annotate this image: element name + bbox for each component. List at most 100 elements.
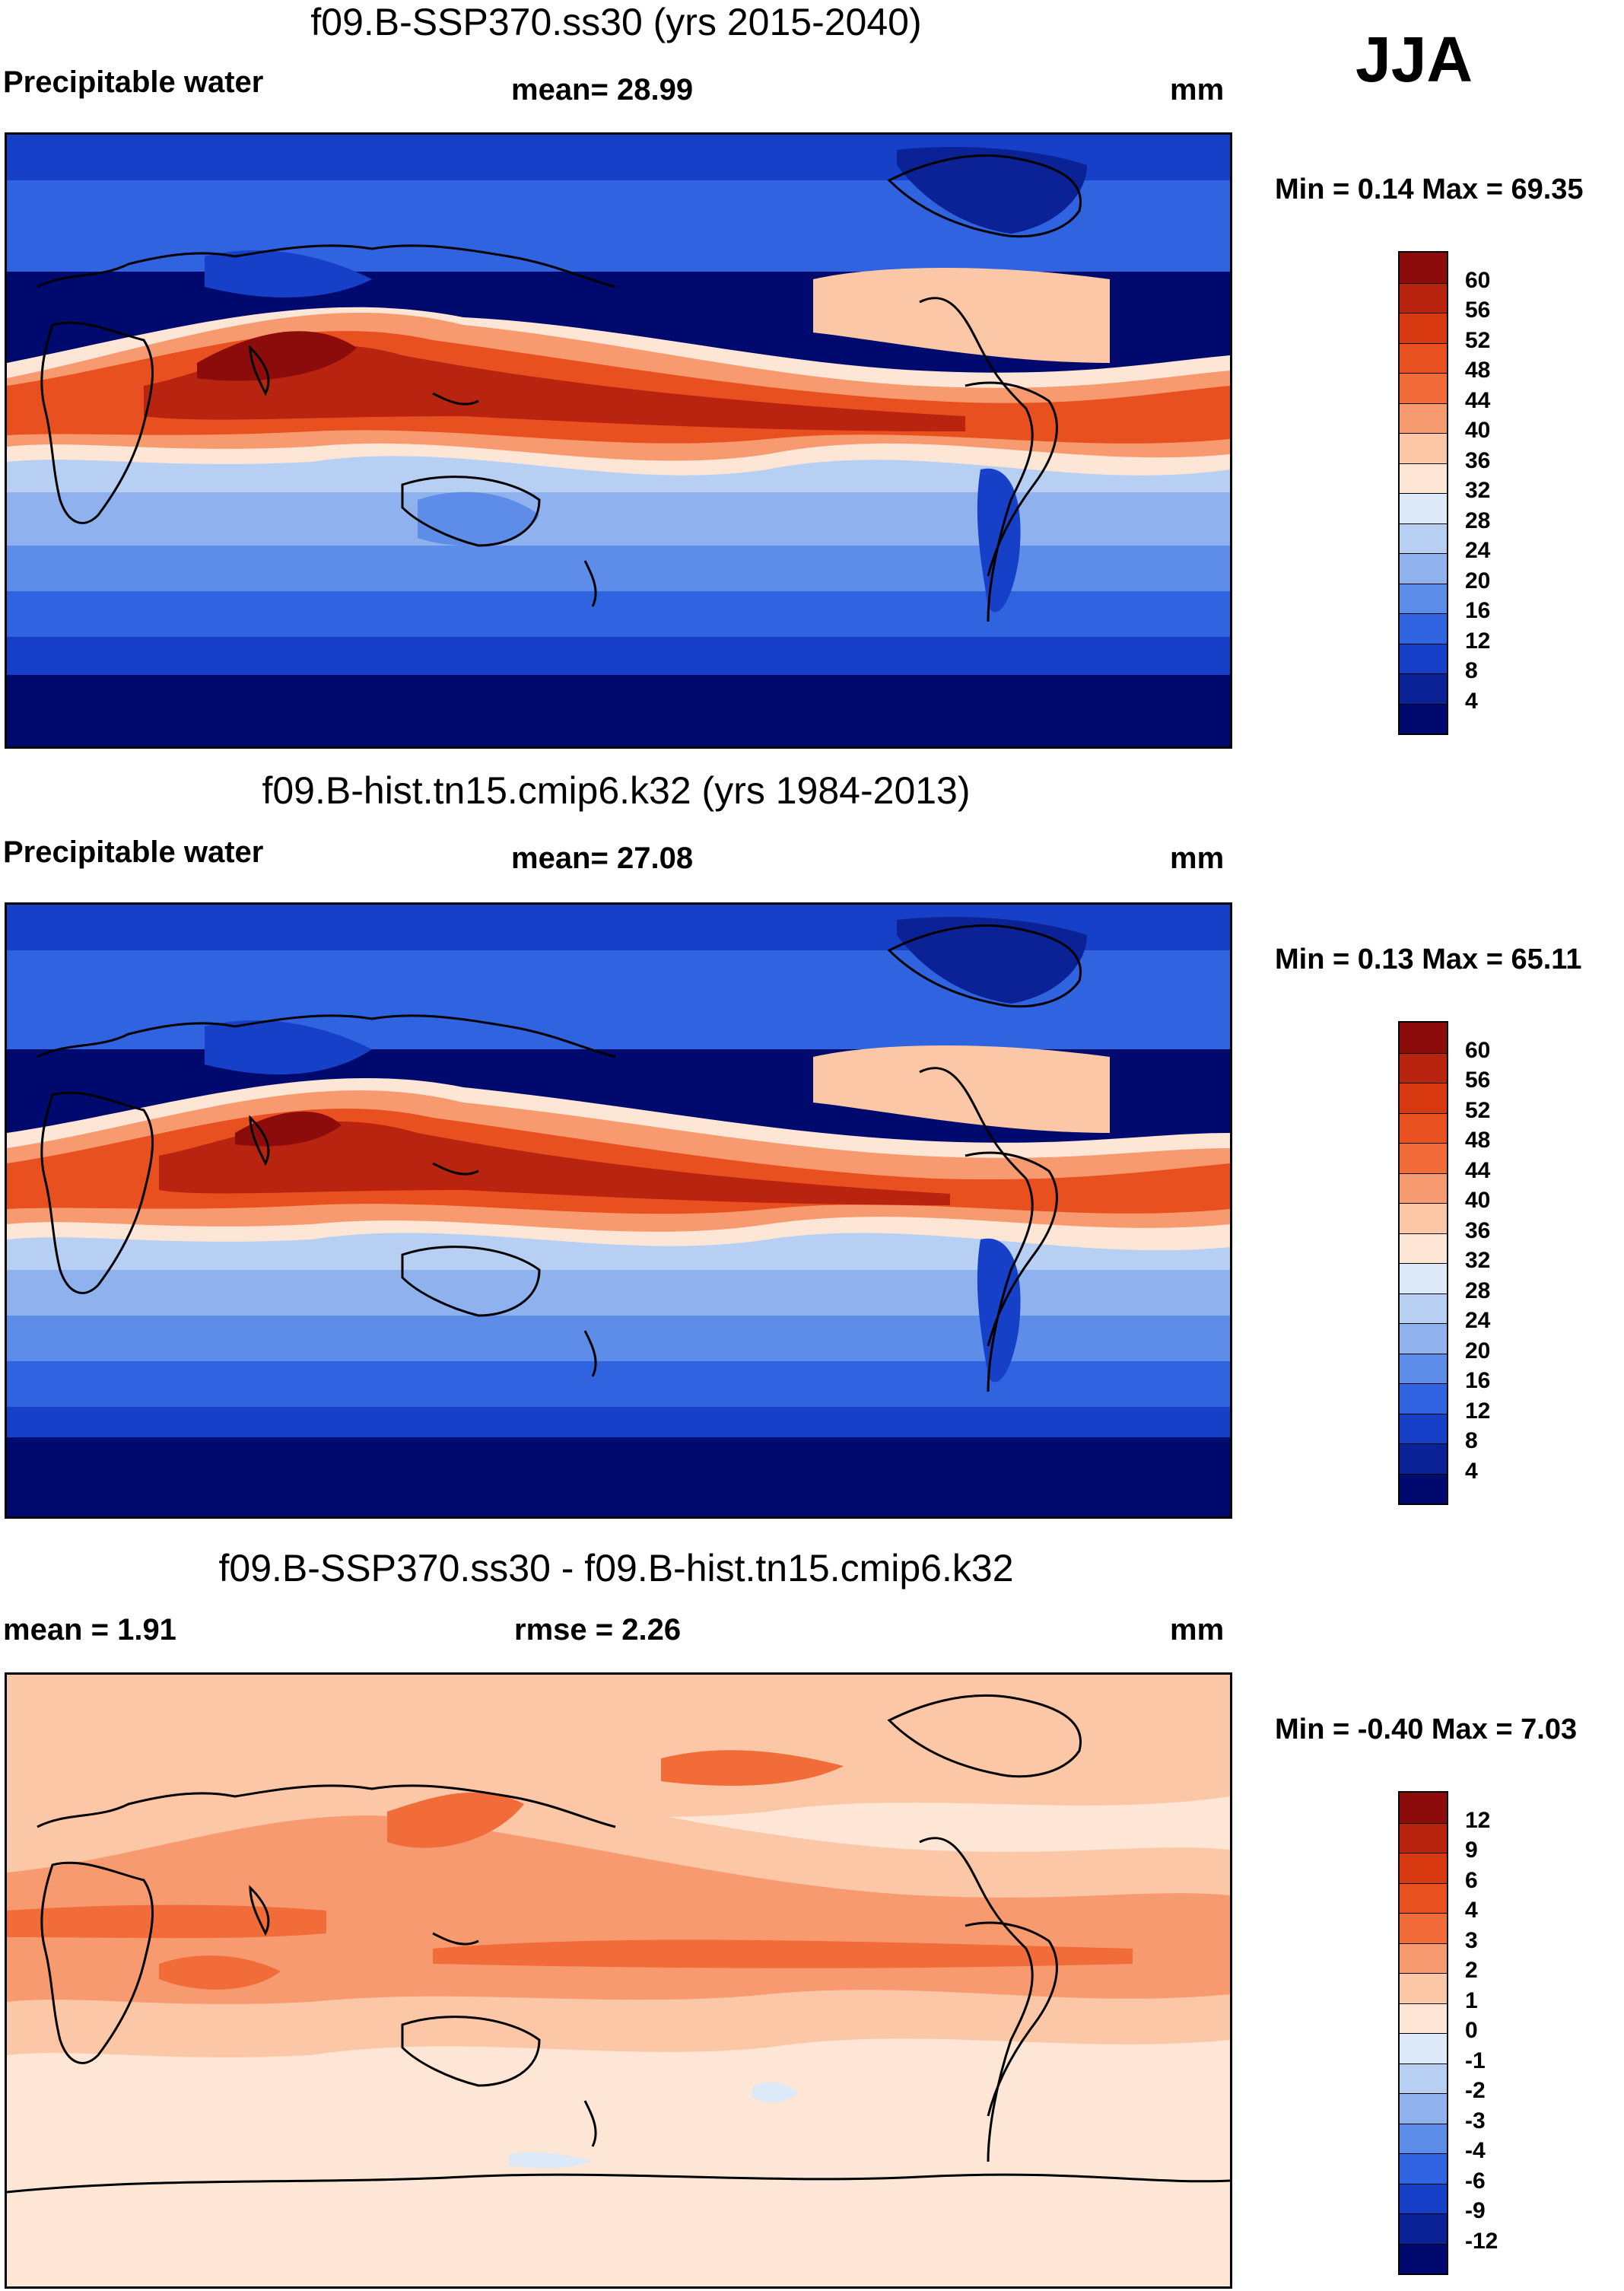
colorbar-tick-label: 32 [1465, 1248, 1491, 1273]
colorbar-tick-label: 44 [1465, 1157, 1491, 1183]
colorbar-segment [1400, 2183, 1447, 2213]
colorbar-segment [1400, 2213, 1447, 2244]
colorbar-tick-label: 1 [1465, 1987, 1478, 2013]
panel-3-mean-label: mean = 1.91 [3, 1613, 176, 1647]
panel-1-mean-label: mean= 28.99 [511, 73, 694, 107]
panel-1-variable-label: Precipitable water [3, 65, 264, 99]
colorbar-tick-label: 60 [1465, 267, 1491, 293]
colorbar-tick-label: 4 [1465, 1898, 1478, 1923]
colorbar-segment [1400, 1473, 1447, 1503]
panel-1-colorbar [1398, 251, 1448, 735]
colorbar-segment [1400, 1793, 1447, 1823]
colorbar-tick-label: 12 [1465, 1398, 1491, 1424]
panel-2-map-svg [7, 905, 1230, 1516]
colorbar-tick-label: 12 [1465, 1807, 1491, 1833]
panel-1-minmax: Min = 0.14 Max = 69.35 [1275, 173, 1584, 205]
colorbar-segment [1400, 253, 1447, 283]
colorbar-tick-label: -1 [1465, 2048, 1486, 2073]
panel-3-title: f09.B-SSP370.ss30 - f09.B-hist.tn15.cmip… [218, 1547, 1014, 1589]
colorbar-segment [1400, 1973, 1447, 2003]
colorbar-segment [1400, 433, 1447, 463]
colorbar-tick-label: 3 [1465, 1927, 1478, 1953]
colorbar-segment [1400, 703, 1447, 733]
panel-2-colorbar-box [1398, 1021, 1448, 1505]
colorbar-segment [1400, 1173, 1447, 1203]
colorbar-tick-label: 4 [1465, 688, 1478, 714]
colorbar-tick-label: 16 [1465, 598, 1491, 623]
colorbar-tick-label: 56 [1465, 298, 1491, 323]
colorbar-tick-label: 12 [1465, 628, 1491, 654]
colorbar-segment [1400, 1853, 1447, 1883]
panel-2-mean-label: mean= 27.08 [511, 842, 694, 875]
colorbar-tick-label: 32 [1465, 478, 1491, 503]
colorbar-tick-label: 4 [1465, 1458, 1478, 1484]
colorbar-segment [1400, 373, 1447, 403]
colorbar-tick-label: 36 [1465, 447, 1491, 473]
panel-3-rmse-label: rmse = 2.26 [514, 1613, 682, 1647]
colorbar-segment [1400, 1882, 1447, 1913]
colorbar-segment [1400, 282, 1447, 313]
panel-2-title: f09.B-hist.tn15.cmip6.k32 (yrs 1984-2013… [262, 769, 971, 812]
colorbar-segment [1400, 2093, 1447, 2124]
panel-1-title: f09.B-SSP370.ss30 (yrs 2015-2040) [310, 1, 922, 43]
panel-3-map-svg [7, 1675, 1230, 2286]
panel-2-units: mm [1170, 842, 1225, 875]
colorbar-tick-label: 6 [1465, 1867, 1478, 1893]
colorbar-segment [1400, 313, 1447, 343]
panel-1-colorbar-box [1398, 251, 1448, 735]
colorbar-segment [1400, 1943, 1447, 1973]
panel-3-units: mm [1170, 1613, 1225, 1647]
colorbar-segment [1400, 2063, 1447, 2093]
colorbar-tick-label: 2 [1465, 1958, 1478, 1983]
colorbar-segment [1400, 1323, 1447, 1354]
season-label: JJA [1355, 24, 1473, 95]
colorbar-segment [1400, 523, 1447, 553]
colorbar-segment [1400, 2123, 1447, 2153]
colorbar-tick-label: -4 [1465, 2138, 1486, 2163]
colorbar-tick-label: 9 [1465, 1838, 1478, 1863]
colorbar-segment [1400, 403, 1447, 433]
colorbar-segment [1400, 2033, 1447, 2063]
colorbar-segment [1400, 1822, 1447, 1853]
colorbar-tick-label: 40 [1465, 1188, 1491, 1213]
colorbar-tick-label: 0 [1465, 2018, 1478, 2043]
colorbar-tick-label: -2 [1465, 2078, 1486, 2103]
colorbar-segment [1400, 493, 1447, 523]
colorbar-segment [1400, 1353, 1447, 1383]
colorbar-segment [1400, 553, 1447, 584]
colorbar-tick-label: 56 [1465, 1068, 1491, 1093]
colorbar-tick-label: 8 [1465, 658, 1478, 683]
colorbar-segment [1400, 583, 1447, 613]
colorbar-segment [1400, 342, 1447, 373]
colorbar-tick-label: 52 [1465, 1097, 1491, 1123]
colorbar-tick-label: 24 [1465, 1308, 1491, 1333]
colorbar-segment [1400, 1203, 1447, 1233]
colorbar-segment [1400, 2153, 1447, 2184]
colorbar-tick-label: 8 [1465, 1428, 1478, 1453]
colorbar-segment [1400, 643, 1447, 673]
colorbar-tick-label: -6 [1465, 2168, 1486, 2194]
colorbar-segment [1400, 2003, 1447, 2033]
colorbar-tick-label: 28 [1465, 508, 1491, 533]
colorbar-segment [1400, 1383, 1447, 1414]
colorbar-tick-label: 16 [1465, 1368, 1491, 1393]
colorbar-segment [1400, 1413, 1447, 1443]
panel-3-map [5, 1672, 1232, 2289]
colorbar-segment [1400, 1143, 1447, 1173]
colorbar-tick-label: 40 [1465, 418, 1491, 443]
colorbar-tick-label: 48 [1465, 1128, 1491, 1153]
colorbar-segment [1400, 1052, 1447, 1083]
panel-1-map-svg [7, 135, 1230, 746]
colorbar-tick-label: -3 [1465, 2108, 1486, 2133]
panel-3-minmax: Min = -0.40 Max = 7.03 [1275, 1713, 1578, 1745]
colorbar-segment [1400, 1112, 1447, 1143]
colorbar-tick-label: 24 [1465, 538, 1491, 563]
colorbar-segment [1400, 1263, 1447, 1293]
colorbar-tick-label: 28 [1465, 1278, 1491, 1303]
panel-2-minmax: Min = 0.13 Max = 65.11 [1275, 943, 1582, 975]
colorbar-segment [1400, 1023, 1447, 1053]
colorbar-tick-label: -12 [1465, 2228, 1498, 2254]
colorbar-tick-label: 60 [1465, 1037, 1491, 1063]
colorbar-tick-label: 20 [1465, 1338, 1491, 1363]
colorbar-tick-label: 48 [1465, 358, 1491, 383]
